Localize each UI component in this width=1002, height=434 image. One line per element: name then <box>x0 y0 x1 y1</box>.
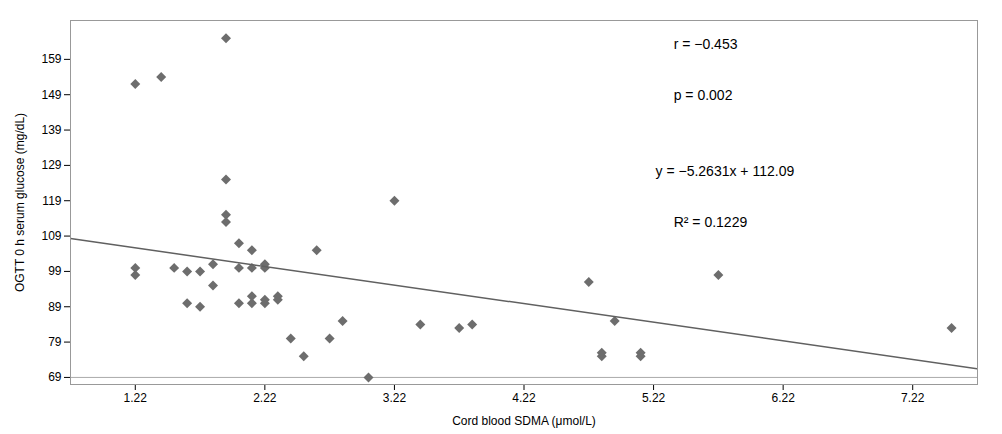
svg-text:7.22: 7.22 <box>901 391 925 405</box>
svg-text:y = −5.2631x + 112.09: y = −5.2631x + 112.09 <box>656 163 795 179</box>
svg-text:159: 159 <box>41 52 61 66</box>
svg-text:R² = 0.1229: R² = 0.1229 <box>674 214 748 230</box>
svg-text:129: 129 <box>41 158 61 172</box>
svg-text:79: 79 <box>48 335 62 349</box>
svg-text:5.22: 5.22 <box>642 391 666 405</box>
svg-text:149: 149 <box>41 88 61 102</box>
svg-text:r = −0.453: r = −0.453 <box>674 36 738 52</box>
svg-text:69: 69 <box>48 370 62 384</box>
svg-text:3.22: 3.22 <box>383 391 407 405</box>
svg-text:1.22: 1.22 <box>124 391 148 405</box>
svg-text:99: 99 <box>48 264 62 278</box>
svg-text:p = 0.002: p = 0.002 <box>674 87 733 103</box>
svg-text:2.22: 2.22 <box>253 391 277 405</box>
svg-text:4.22: 4.22 <box>512 391 536 405</box>
svg-text:139: 139 <box>41 123 61 137</box>
svg-text:6.22: 6.22 <box>771 391 795 405</box>
svg-text:119: 119 <box>42 194 61 208</box>
svg-text:OGTT 0 h serum glucose (mg/dL): OGTT 0 h serum glucose (mg/dL) <box>13 113 27 292</box>
svg-text:89: 89 <box>48 300 62 314</box>
svg-text:Cord blood SDMA (μmol/L): Cord blood SDMA (μmol/L) <box>452 414 596 428</box>
svg-text:109: 109 <box>41 229 61 243</box>
